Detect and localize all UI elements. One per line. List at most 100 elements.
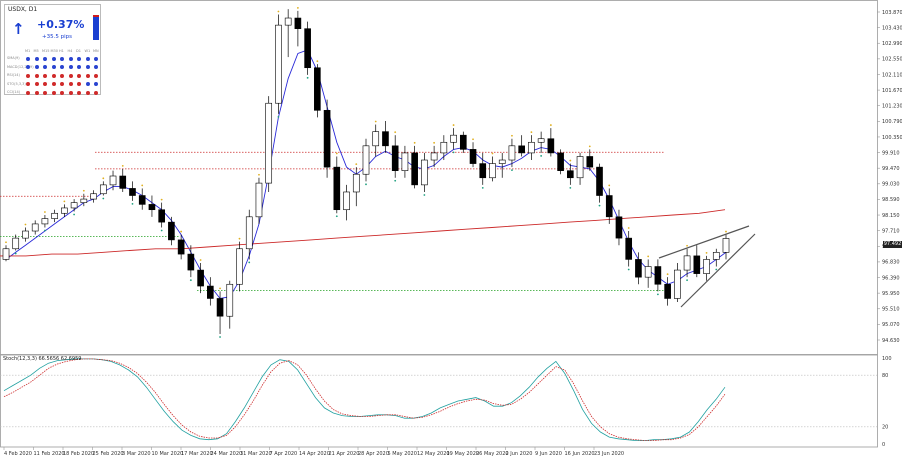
candle-body bbox=[644, 266, 652, 278]
candle-body bbox=[168, 221, 175, 241]
price-tick-label: 98.150 bbox=[882, 213, 900, 219]
stoch-tick-label: 100 bbox=[882, 356, 892, 362]
timeframe-header: H1 bbox=[59, 49, 64, 53]
fractal-up-marker bbox=[199, 259, 202, 261]
wedge-lower-line[interactable] bbox=[680, 233, 756, 308]
indicator-label: SMA(9) bbox=[7, 56, 20, 60]
candle-body bbox=[314, 67, 321, 111]
candle-body bbox=[129, 188, 136, 196]
fractal-up-marker bbox=[686, 244, 688, 247]
pips-change: +35.5 pips bbox=[42, 34, 72, 40]
candle-body bbox=[148, 204, 156, 211]
price-tick-label: 96.390 bbox=[882, 275, 900, 281]
up-arrow-icon: ↑ bbox=[12, 20, 25, 38]
candle-body bbox=[391, 145, 399, 171]
fractal-down-marker bbox=[394, 179, 397, 182]
fractal-down-marker bbox=[627, 268, 630, 271]
fractal-up-marker bbox=[121, 165, 124, 167]
fractal-down-marker bbox=[219, 336, 221, 338]
price-tick-label: 99.910 bbox=[882, 150, 900, 156]
date-tick-label: 26 May 2020 bbox=[476, 451, 509, 457]
candle-body bbox=[304, 28, 311, 69]
price-tick-label: 102.990 bbox=[882, 41, 902, 47]
price-tick-label: 103.430 bbox=[882, 25, 902, 31]
fractal-down-marker bbox=[44, 229, 46, 232]
fractal-up-marker bbox=[24, 223, 27, 226]
fractal-down-marker bbox=[715, 268, 718, 271]
candle-body bbox=[469, 149, 477, 164]
signal-sell-icon bbox=[68, 73, 73, 78]
candle-body bbox=[712, 252, 720, 260]
wedge-upper-line[interactable] bbox=[658, 225, 750, 259]
timeframe-header: H4 bbox=[67, 49, 73, 53]
fractal-up-marker bbox=[452, 124, 455, 126]
candle-body bbox=[12, 237, 20, 250]
indicator-label: CCI(14) bbox=[7, 90, 21, 94]
signal-sell-icon bbox=[60, 90, 64, 95]
candle-body bbox=[479, 163, 487, 179]
fractal-markers bbox=[5, 7, 727, 338]
signal-sell-icon bbox=[26, 82, 30, 86]
date-tick-label: 5 May 2020 bbox=[388, 451, 417, 457]
stoch-main-line bbox=[3, 358, 726, 441]
candle-body bbox=[343, 191, 350, 211]
stochastic-oscillator bbox=[0, 358, 877, 441]
candle-body bbox=[2, 248, 10, 260]
signal-sell-icon bbox=[77, 73, 81, 78]
date-tick-label: 17 Mar 2020 bbox=[181, 451, 213, 457]
signal-sell-icon bbox=[77, 82, 81, 86]
signal-sell-icon bbox=[26, 90, 30, 95]
fractal-up-marker bbox=[102, 177, 105, 180]
fractal-down-marker bbox=[306, 76, 309, 79]
candle-body bbox=[498, 159, 506, 164]
main-chart-frame bbox=[0, 0, 878, 355]
candle-body bbox=[372, 131, 380, 147]
fractal-up-marker bbox=[569, 159, 572, 162]
candle-body bbox=[177, 239, 185, 255]
candle-body bbox=[508, 145, 516, 161]
signal-buy-icon bbox=[85, 82, 90, 86]
stoch-label: Stoch(12,3,3) 66.5656 62.6959 bbox=[3, 356, 82, 362]
date-tick-label: 18 Feb 2020 bbox=[63, 451, 94, 457]
signal-sell-icon bbox=[60, 73, 64, 78]
candle-body bbox=[255, 182, 263, 218]
price-tick-label: 101.230 bbox=[882, 104, 902, 110]
timeframe-header: M5 bbox=[33, 49, 39, 53]
date-tick-label: 9 Jun 2020 bbox=[535, 451, 562, 457]
signal-sell-icon bbox=[34, 82, 39, 86]
fractal-up-marker bbox=[5, 241, 7, 244]
fractal-up-marker bbox=[316, 60, 319, 63]
date-tick-label: 12 May 2020 bbox=[417, 451, 450, 457]
candle-body bbox=[459, 134, 467, 150]
candle-body bbox=[284, 17, 292, 26]
signal-buy-icon bbox=[68, 56, 73, 61]
signal-buy-icon bbox=[94, 82, 98, 86]
fractal-down-marker bbox=[189, 279, 192, 282]
signal-panel[interactable]: USDX, D1 ↑ +0.37% +35.5 pips M1 M5 M15 M30 H… bbox=[4, 4, 101, 95]
fractal-up-marker bbox=[705, 251, 708, 254]
signal-buy-icon bbox=[94, 56, 98, 61]
candle-body bbox=[586, 156, 594, 168]
date-tick-label: 23 Jun 2020 bbox=[594, 451, 624, 457]
candle-body bbox=[411, 152, 418, 186]
signal-sell-icon bbox=[43, 73, 47, 78]
fractal-up-marker bbox=[355, 163, 358, 166]
fractal-up-marker bbox=[258, 173, 260, 176]
timeframe-header: M1 bbox=[25, 49, 31, 53]
candle-body bbox=[70, 202, 78, 209]
fractal-up-marker bbox=[433, 141, 436, 144]
signal-sell-icon bbox=[85, 73, 90, 78]
fractal-down-marker bbox=[540, 155, 543, 157]
price-tick-label: 95.070 bbox=[882, 322, 900, 328]
candle-body bbox=[265, 102, 273, 184]
stoch-axis: 100 80 20 0 bbox=[882, 356, 892, 448]
price-tick-label: 102.110 bbox=[882, 72, 902, 78]
candle-body bbox=[703, 259, 710, 274]
date-tick-label: 14 Apr 2020 bbox=[299, 451, 330, 457]
date-tick-label: 10 Mar 2020 bbox=[152, 451, 184, 457]
signal-buy-icon bbox=[77, 65, 81, 69]
candle-body bbox=[440, 141, 448, 154]
price-axis: 103.870 103.430 102.990 102.550 102.110 101.6… bbox=[877, 10, 902, 344]
rising-wedge-lines[interactable] bbox=[658, 225, 756, 308]
